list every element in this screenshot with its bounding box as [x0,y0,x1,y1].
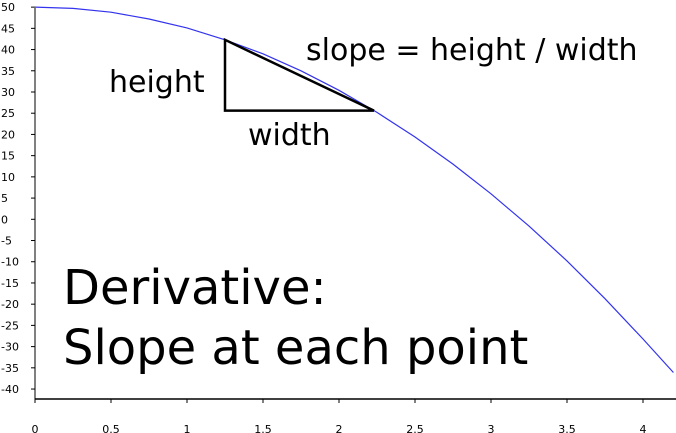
y-tick-label: 0 [1,213,8,226]
y-ticks: 50454035302520151050-5-10-15-20-25-30-35… [1,1,35,396]
y-tick-label: -10 [1,256,19,269]
y-tick-label: 10 [1,171,15,184]
x-tick-label: 0.5 [102,423,120,433]
height-label: height [109,65,205,100]
x-tick-label: 2 [336,423,343,433]
function-curve [34,6,674,373]
y-tick-label: -25 [1,319,19,332]
y-tick-label: 15 [1,150,15,163]
y-tick-label: 35 [1,65,15,78]
y-tick-label: -5 [1,235,12,248]
x-tick-label: 2.5 [406,423,424,433]
y-tick-label: -35 [1,362,19,375]
y-tick-label: 20 [1,128,15,141]
headline-line-2: Slope at each point [63,320,528,376]
axes [34,8,676,400]
y-tick-label: -15 [1,277,19,290]
y-tick-label: -20 [1,298,19,311]
y-tick-label: 25 [1,107,15,120]
x-tick-label: 0 [32,423,39,433]
y-tick-label: 30 [1,86,15,99]
x-tick-label: 1 [184,423,191,433]
y-tick-label: 50 [1,1,15,14]
y-tick-label: 5 [1,192,8,205]
y-tick-label: -30 [1,341,19,354]
width-label: width [248,118,331,153]
x-tick-label: 3 [488,423,495,433]
y-tick-label: 45 [1,22,15,35]
x-tick-label: 1.5 [254,423,272,433]
slope-triangle [223,37,375,112]
slope-formula-label: slope = height / width [306,33,638,68]
y-tick-label: 40 [1,44,15,57]
headline-line-1: Derivative: [63,260,327,316]
x-tick-label: 3.5 [558,423,576,433]
x-ticks: 0 0.5 1 1.5 2 2.5 3 3.5 4 [32,399,647,433]
y-tick-label: -40 [1,383,19,396]
x-tick-label: 4 [640,423,647,433]
